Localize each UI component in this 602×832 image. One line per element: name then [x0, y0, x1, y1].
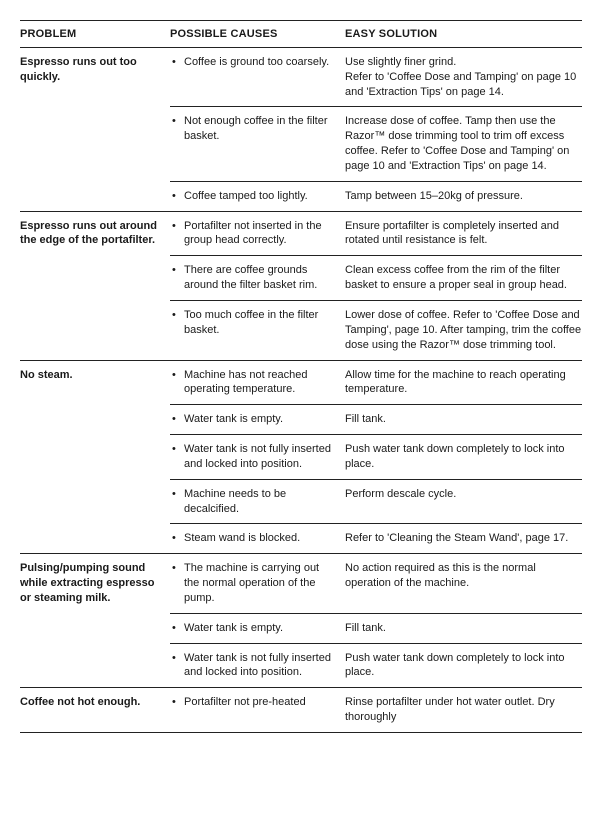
cause-cell: •Machine has not reached operating tempe… — [170, 368, 345, 398]
cause-text: Portafilter not inserted in the group he… — [184, 219, 337, 249]
cause-text: Not enough coffee in the filter basket. — [184, 114, 337, 173]
cause-text: Too much coffee in the filter basket. — [184, 308, 337, 353]
problem-block: No steam.•Machine has not reached operat… — [20, 361, 582, 555]
solution-text: No action required as this is the normal… — [345, 561, 582, 606]
cause-cell: •Coffee tamped too lightly. — [170, 189, 345, 204]
cause-text: Water tank is empty. — [184, 412, 337, 427]
cause-text: Water tank is not fully inserted and loc… — [184, 442, 337, 472]
cause-cell: •Coffee is ground too coarsely. — [170, 55, 345, 100]
cause-cell: •There are coffee grounds around the fil… — [170, 263, 345, 293]
solution-text: Refer to 'Cleaning the Steam Wand', page… — [345, 531, 582, 546]
solution-text: Use slightly finer grind.Refer to 'Coffe… — [345, 55, 582, 100]
cause-cell: •Water tank is not fully inserted and lo… — [170, 651, 345, 681]
problem-block: Pulsing/pumping sound while extracting e… — [20, 554, 582, 688]
bullet-icon: • — [170, 412, 184, 427]
header-problem: PROBLEM — [20, 27, 170, 42]
cause-cell: •Machine needs to be decalcified. — [170, 487, 345, 517]
header-solution: EASY SOLUTION — [345, 27, 582, 42]
cause-row: •Machine has not reached operating tempe… — [170, 361, 582, 405]
bullet-icon: • — [170, 368, 184, 398]
cause-row: •Coffee is ground too coarsely.Use sligh… — [170, 48, 582, 107]
problem-block: Espresso runs out around the edge of the… — [20, 212, 582, 361]
cause-cell: •Water tank is empty. — [170, 412, 345, 427]
problem-title: No steam. — [20, 361, 170, 554]
cause-cell: •Too much coffee in the filter basket. — [170, 308, 345, 353]
cause-rows: •The machine is carrying out the normal … — [170, 554, 582, 687]
troubleshooting-table: PROBLEM POSSIBLE CAUSES EASY SOLUTION Es… — [20, 20, 582, 733]
cause-row: •Steam wand is blocked.Refer to 'Cleanin… — [170, 523, 582, 553]
bullet-icon: • — [170, 219, 184, 249]
cause-text: Water tank is not fully inserted and loc… — [184, 651, 337, 681]
cause-text: Water tank is empty. — [184, 621, 337, 636]
cause-row: •Water tank is empty.Fill tank. — [170, 404, 582, 434]
cause-cell: •Steam wand is blocked. — [170, 531, 345, 546]
solution-text: Rinse portafilter under hot water outlet… — [345, 695, 582, 725]
problem-title: Pulsing/pumping sound while extracting e… — [20, 554, 170, 687]
cause-cell: •Water tank is not fully inserted and lo… — [170, 442, 345, 472]
problem-block: Espresso runs out too quickly.•Coffee is… — [20, 48, 582, 212]
solution-text: Clean excess coffee from the rim of the … — [345, 263, 582, 293]
cause-row: •Machine needs to be decalcified.Perform… — [170, 479, 582, 524]
bullet-icon: • — [170, 621, 184, 636]
solution-text: Lower dose of coffee. Refer to 'Coffee D… — [345, 308, 582, 353]
cause-cell: •Not enough coffee in the filter basket. — [170, 114, 345, 173]
cause-row: •Water tank is not fully inserted and lo… — [170, 434, 582, 479]
bullet-icon: • — [170, 308, 184, 353]
solution-text: Tamp between 15–20kg of pressure. — [345, 189, 582, 204]
cause-row: •Coffee tamped too lightly.Tamp between … — [170, 181, 582, 211]
cause-row: •Not enough coffee in the filter basket.… — [170, 106, 582, 180]
solution-text: Push water tank down completely to lock … — [345, 442, 582, 472]
cause-text: Coffee is ground too coarsely. — [184, 55, 337, 100]
bullet-icon: • — [170, 114, 184, 173]
bullet-icon: • — [170, 531, 184, 546]
header-causes: POSSIBLE CAUSES — [170, 27, 345, 42]
solution-text: Allow time for the machine to reach oper… — [345, 368, 582, 398]
cause-text: There are coffee grounds around the filt… — [184, 263, 337, 293]
solution-text: Perform descale cycle. — [345, 487, 582, 517]
problem-title: Espresso runs out around the edge of the… — [20, 212, 170, 360]
solution-text: Fill tank. — [345, 621, 582, 636]
problem-title: Coffee not hot enough. — [20, 688, 170, 732]
cause-text: Machine needs to be decalcified. — [184, 487, 337, 517]
cause-row: •There are coffee grounds around the fil… — [170, 255, 582, 300]
cause-text: Steam wand is blocked. — [184, 531, 337, 546]
bullet-icon: • — [170, 561, 184, 606]
solution-text: Increase dose of coffee. Tamp then use t… — [345, 114, 582, 173]
cause-row: •Water tank is empty.Fill tank. — [170, 613, 582, 643]
table-body: Espresso runs out too quickly.•Coffee is… — [20, 48, 582, 733]
solution-text: Push water tank down completely to lock … — [345, 651, 582, 681]
cause-text: Coffee tamped too lightly. — [184, 189, 337, 204]
bullet-icon: • — [170, 189, 184, 204]
cause-row: •Water tank is not fully inserted and lo… — [170, 643, 582, 688]
cause-row: •Too much coffee in the filter basket.Lo… — [170, 300, 582, 360]
table-header-row: PROBLEM POSSIBLE CAUSES EASY SOLUTION — [20, 21, 582, 48]
cause-row: •Portafilter not pre-heatedRinse portafi… — [170, 688, 582, 732]
problem-block: Coffee not hot enough.•Portafilter not p… — [20, 688, 582, 733]
cause-cell: •Water tank is empty. — [170, 621, 345, 636]
bullet-icon: • — [170, 651, 184, 681]
bullet-icon: • — [170, 263, 184, 293]
cause-row: •The machine is carrying out the normal … — [170, 554, 582, 613]
solution-text: Fill tank. — [345, 412, 582, 427]
cause-rows: •Portafilter not inserted in the group h… — [170, 212, 582, 360]
cause-cell: •Portafilter not inserted in the group h… — [170, 219, 345, 249]
cause-rows: •Portafilter not pre-heatedRinse portafi… — [170, 688, 582, 732]
bullet-icon: • — [170, 487, 184, 517]
cause-cell: •Portafilter not pre-heated — [170, 695, 345, 725]
cause-text: Portafilter not pre-heated — [184, 695, 337, 725]
solution-text: Ensure portafilter is completely inserte… — [345, 219, 582, 249]
bullet-icon: • — [170, 695, 184, 725]
cause-text: Machine has not reached operating temper… — [184, 368, 337, 398]
cause-row: •Portafilter not inserted in the group h… — [170, 212, 582, 256]
problem-title: Espresso runs out too quickly. — [20, 48, 170, 211]
bullet-icon: • — [170, 55, 184, 100]
cause-text: The machine is carrying out the normal o… — [184, 561, 337, 606]
bullet-icon: • — [170, 442, 184, 472]
cause-rows: •Machine has not reached operating tempe… — [170, 361, 582, 554]
cause-rows: •Coffee is ground too coarsely.Use sligh… — [170, 48, 582, 211]
cause-cell: •The machine is carrying out the normal … — [170, 561, 345, 606]
